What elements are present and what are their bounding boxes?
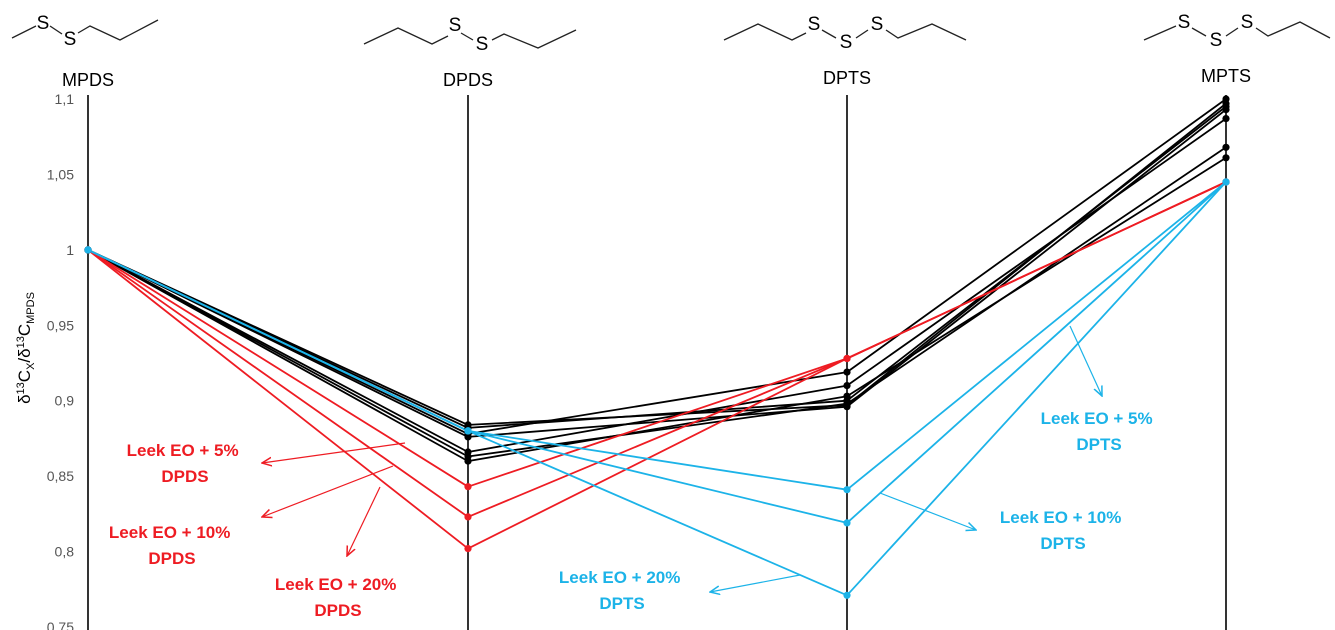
annotation-blue-20: Leek EO + 20% DPTS <box>559 568 685 613</box>
data-point-black <box>1222 143 1230 151</box>
arrow-red-10 <box>262 465 394 517</box>
structure-mpds: S S <box>11 13 159 50</box>
data-point-black <box>843 382 851 390</box>
data-point-red <box>464 483 472 491</box>
series-line-black <box>87 105 1227 429</box>
series-line-black <box>87 157 1227 463</box>
data-point-black <box>464 433 472 441</box>
series-line-black <box>87 108 1227 438</box>
y-axis-label: δ13CX/δ13CMPDS <box>15 292 37 404</box>
data-point-black <box>1222 154 1230 162</box>
data-point-red <box>843 354 851 363</box>
series-line-black <box>87 146 1227 458</box>
data-point-black <box>843 368 851 376</box>
data-point-blue <box>464 427 472 435</box>
structure-atom: S <box>1241 12 1254 33</box>
data-point-blue <box>1222 178 1230 186</box>
annotation-red-5: Leek EO + 5% DPDS <box>127 441 244 486</box>
data-point-red <box>464 513 472 521</box>
data-point-blue <box>843 486 851 494</box>
annotation-blue-10: Leek EO + 10% DPTS <box>1000 508 1126 553</box>
data-point-blue <box>843 591 851 599</box>
data-point-black <box>1222 95 1230 103</box>
arrow-blue-5 <box>1069 325 1102 396</box>
series-line-red <box>87 181 1227 518</box>
y-ticks: 0,75 0,8 0,85 0,9 0,95 1 1,05 1,1 <box>47 91 74 630</box>
arrow-red-5 <box>262 442 406 463</box>
axis-name-mpds: MPDS <box>62 70 114 90</box>
structure-atom: S <box>64 29 77 50</box>
series-line-black <box>87 98 1227 435</box>
structure-atom: S <box>476 34 489 55</box>
series-lines <box>87 98 1227 597</box>
annotation-arrows <box>262 325 1102 592</box>
data-point-black <box>843 392 851 400</box>
y-tick-label: 1,05 <box>47 166 74 182</box>
axis-name-dpds: DPDS <box>443 70 493 90</box>
structure-atom: S <box>808 14 821 35</box>
data-point-black <box>1222 106 1230 114</box>
annotation-red-20: Leek EO + 20% DPDS <box>275 575 401 620</box>
structure-atom: S <box>871 14 884 35</box>
structure-atom: S <box>1210 30 1223 51</box>
series-line-red <box>87 181 1227 550</box>
arrow-red-20 <box>347 486 381 556</box>
y-tick-label: 0,8 <box>55 544 75 560</box>
structure-atom: S <box>840 32 853 53</box>
structure-dpts: S S S <box>723 14 967 53</box>
data-point-red <box>464 545 472 553</box>
annotation-blue-5: Leek EO + 5% DPTS <box>1041 409 1158 454</box>
structure-dpds: S S <box>363 15 577 55</box>
annotation-red-10: Leek EO + 10% DPDS <box>109 523 235 568</box>
arrow-blue-20 <box>710 574 801 592</box>
data-point-blue <box>84 246 92 254</box>
axis-name-dpts: DPTS <box>823 68 871 88</box>
series-line-blue <box>87 181 1227 597</box>
structure-atom: S <box>1178 12 1191 33</box>
y-tick-label: 0,9 <box>55 393 75 409</box>
y-tick-label: 0,95 <box>47 317 74 333</box>
data-point-blue <box>843 519 851 527</box>
structure-atom: S <box>37 13 50 34</box>
series-line-black <box>87 117 1227 453</box>
structure-atom: S <box>449 15 462 36</box>
structure-mpts: S S S <box>1143 12 1331 51</box>
y-tick-label: 0,85 <box>47 468 74 484</box>
series-line-blue <box>87 181 1227 524</box>
data-point-black <box>464 457 472 465</box>
data-point-black <box>1222 115 1230 123</box>
y-tick-label: 1 <box>66 242 74 258</box>
axis-name-mpts: MPTS <box>1201 66 1251 86</box>
data-point-black <box>843 403 851 411</box>
series-points <box>84 95 1230 599</box>
y-tick-label: 1,1 <box>55 91 75 107</box>
arrow-blue-10 <box>879 492 976 530</box>
y-tick-label: 0,75 <box>47 619 74 630</box>
